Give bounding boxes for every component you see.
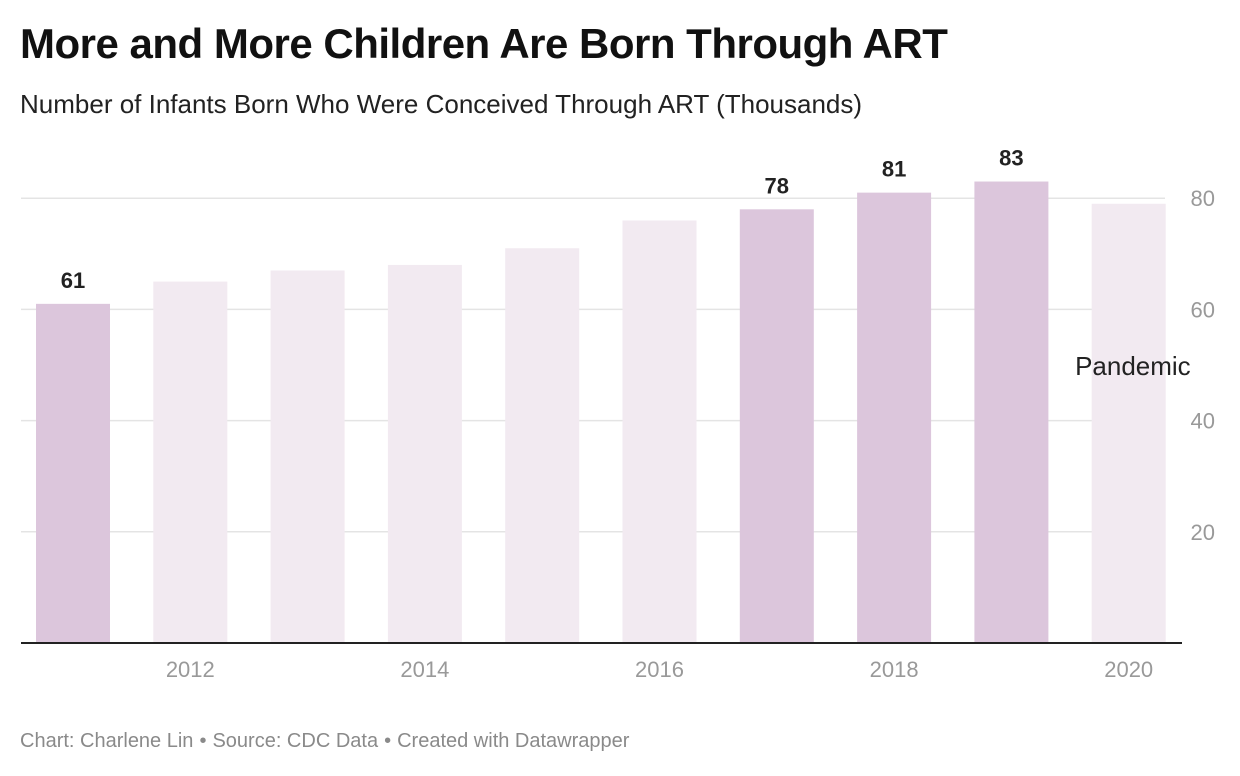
- x-tick-label: 2016: [635, 657, 684, 682]
- bar: [270, 270, 345, 643]
- chart-credit: Chart: Charlene Lin: [20, 730, 194, 752]
- data-label: 78: [765, 173, 789, 198]
- bar: [622, 220, 697, 643]
- data-label: 83: [999, 146, 1023, 171]
- footer-separator: •: [384, 730, 392, 752]
- y-tick-label: 60: [1191, 297, 1215, 322]
- bar: [974, 181, 1049, 643]
- data-labels: 61 78 81 83: [61, 146, 1024, 293]
- x-tick-label: 2012: [166, 657, 215, 682]
- bar: [505, 248, 580, 644]
- x-tick-label: 2020: [1104, 657, 1153, 682]
- x-tick-label: 2014: [400, 657, 449, 682]
- data-label: 81: [882, 157, 906, 182]
- bar: [387, 264, 462, 643]
- y-axis: 20 40 60 80: [1191, 186, 1215, 545]
- y-tick-label: 80: [1191, 186, 1215, 211]
- chart-title: More and More Children Are Born Through …: [20, 20, 948, 67]
- bar: [36, 303, 110, 643]
- annotation-pandemic: Pandemic: [1075, 351, 1191, 381]
- bar: [857, 192, 932, 643]
- data-label: 61: [61, 268, 85, 293]
- created-with-credit: Created with Datawrapper: [397, 730, 630, 752]
- bars: [36, 181, 1166, 644]
- y-tick-label: 40: [1191, 409, 1215, 434]
- y-tick-label: 20: [1191, 520, 1215, 545]
- bar: [739, 209, 814, 643]
- chart-subtitle: Number of Infants Born Who Were Conceive…: [20, 89, 863, 119]
- x-tick-label: 2018: [870, 657, 919, 682]
- chart-footer: Chart: Charlene Lin • Source: CDC Data • Cre…: [20, 730, 629, 753]
- x-axis: 2012 2014 2016 2018 2020: [21, 642, 1182, 682]
- footer-separator: •: [199, 730, 207, 752]
- annotations: Pandemic: [1075, 351, 1191, 381]
- source-credit: Source: CDC Data: [212, 730, 379, 752]
- bar: [153, 281, 228, 643]
- bar: [1091, 203, 1166, 643]
